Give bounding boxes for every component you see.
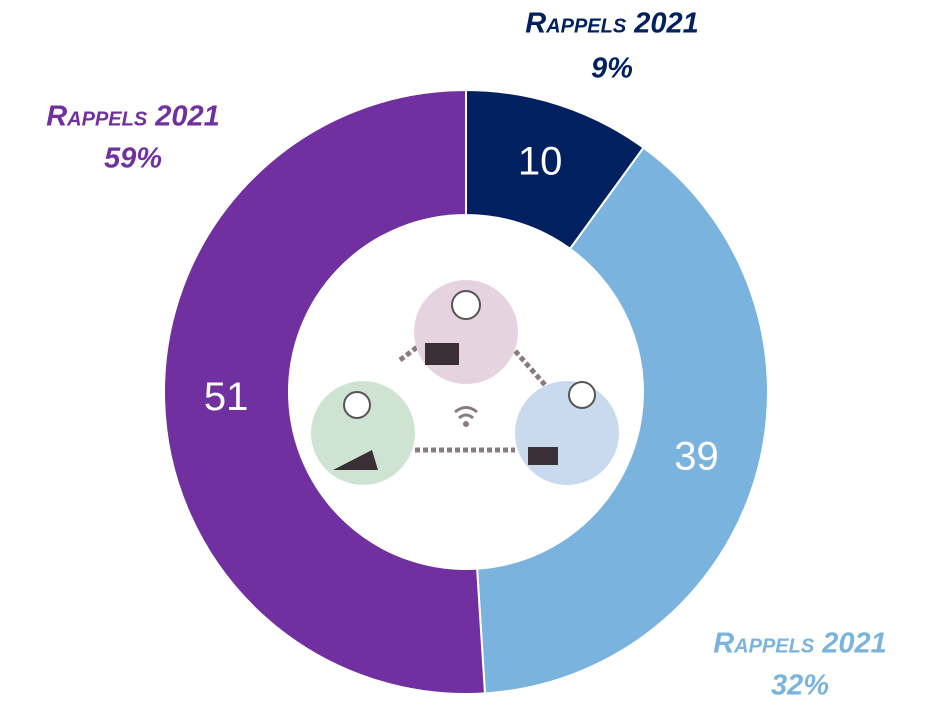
person-circle [311, 381, 415, 485]
category-label: Rappels 2021 [525, 8, 699, 40]
person-head [568, 381, 596, 409]
slices [163, 88, 769, 695]
share-label: 59% [104, 143, 162, 175]
person-circle [515, 381, 619, 485]
value-label: 51 [204, 375, 249, 419]
share-label: 32% [771, 670, 829, 702]
center-illustration [311, 280, 619, 485]
share-label: 9% [591, 53, 633, 85]
laptop [333, 450, 378, 470]
laptop [528, 447, 558, 465]
donut-slice [476, 146, 769, 695]
wifi-icon [454, 406, 478, 420]
person-head [343, 391, 371, 419]
value-label: 10 [518, 139, 563, 183]
category-label: Rappels 2021 [46, 101, 220, 133]
laptop [425, 343, 459, 365]
category-label: Rappels 2021 [713, 628, 887, 660]
value-label: 39 [674, 435, 719, 479]
donut-slice [163, 88, 487, 695]
person-head [451, 290, 481, 320]
wifi-icon [463, 421, 469, 427]
connector [508, 343, 547, 387]
